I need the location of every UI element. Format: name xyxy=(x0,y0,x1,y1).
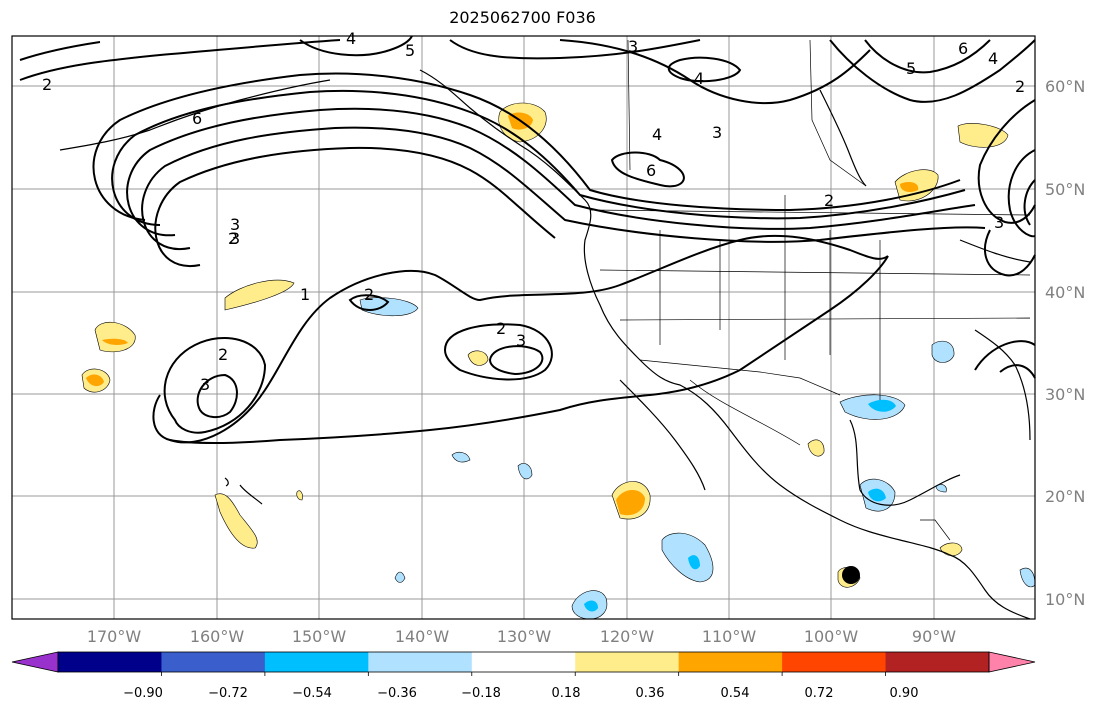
lon-label: 170°W xyxy=(87,627,142,646)
lon-label: 130°W xyxy=(497,627,552,646)
colorbar-tick-label: 0.18 xyxy=(552,686,581,701)
lon-label: 140°W xyxy=(395,627,450,646)
longitude-axis: 170°W 160°W 150°W 140°W 130°W 120°W 110°… xyxy=(87,627,956,646)
contour-label: 3 xyxy=(516,331,526,350)
negative-anomaly-shading xyxy=(359,297,1036,620)
map-title: 2025062700 F036 xyxy=(449,8,596,27)
contour-label: 2 xyxy=(364,285,374,304)
lon-label: 110°W xyxy=(702,627,757,646)
colorbar-segment xyxy=(264,652,369,672)
map-frame xyxy=(11,35,1036,620)
colorbar-segment xyxy=(678,652,783,672)
map-panel: 2 4 5 3 6 4 3 4 6 5 4 2 6 2 3 3 2 3 1 2 … xyxy=(11,29,1036,620)
contour-label: 4 xyxy=(694,69,704,88)
contour-label: 2 xyxy=(228,229,238,248)
lon-label: 160°W xyxy=(190,627,245,646)
contour-label: 2 xyxy=(42,75,52,94)
colorbar-extend-max xyxy=(988,651,1036,673)
lon-label: 90°W xyxy=(912,627,956,646)
colorbar-segment xyxy=(368,652,473,672)
contour-label: 3 xyxy=(994,213,1004,232)
lon-label: 150°W xyxy=(292,627,347,646)
colorbar-tick-label: −0.72 xyxy=(208,686,248,701)
contour-label: 3 xyxy=(200,375,210,394)
colorbar-tick-label: 0.54 xyxy=(721,686,750,701)
colorbar-segment xyxy=(575,652,680,672)
contour-label: 3 xyxy=(712,123,722,142)
contour-label: 4 xyxy=(652,125,662,144)
contour-label: 1 xyxy=(300,285,310,304)
lon-label: 120°W xyxy=(600,627,655,646)
contour-label: 3 xyxy=(628,37,638,56)
storm-center-marker xyxy=(842,566,860,584)
contour-label: 6 xyxy=(958,39,968,58)
colorbar xyxy=(11,651,1036,676)
colorbar-segment xyxy=(161,652,266,672)
colorbar-extend-min xyxy=(11,651,59,673)
lat-label: 10°N xyxy=(1045,590,1085,609)
contour-label: 2 xyxy=(496,319,506,338)
contour-label: 6 xyxy=(646,161,656,180)
contour-label: 3 xyxy=(230,215,240,234)
colorbar-segment xyxy=(885,652,990,672)
latitude-axis: 60°N 50°N 40°N 30°N 20°N 10°N xyxy=(1045,77,1085,609)
lat-label: 20°N xyxy=(1045,487,1085,506)
contour-label: 5 xyxy=(405,41,415,60)
colorbar-tick-label: −0.36 xyxy=(377,686,417,701)
contour-label: 2 xyxy=(218,345,228,364)
lat-label: 40°N xyxy=(1045,283,1085,302)
colorbar-frame xyxy=(57,651,990,673)
colorbar-tick-label: −0.18 xyxy=(461,686,501,701)
lat-label: 30°N xyxy=(1045,385,1085,404)
colorbar-tick-label: 0.90 xyxy=(890,686,919,701)
lat-label: 50°N xyxy=(1045,180,1085,199)
contour-label-group: 2 4 5 3 6 4 3 4 6 5 4 2 6 2 3 3 2 3 1 2 … xyxy=(42,29,1025,394)
contour-label: 4 xyxy=(988,49,998,68)
contour-label: 4 xyxy=(346,29,356,48)
contour-label: 2 xyxy=(1015,77,1025,96)
contour-label: 2 xyxy=(824,191,834,210)
colorbar-ticks: −0.90 −0.72 −0.54 −0.36 −0.18 0.18 0.36 … xyxy=(123,686,918,701)
contour-label: 6 xyxy=(192,109,202,128)
contour-label: 3 xyxy=(230,229,240,248)
colorbar-tick-label: 0.36 xyxy=(636,686,665,701)
colorbar-segment xyxy=(471,652,576,672)
colorbar-tick-label: −0.90 xyxy=(123,686,163,701)
colorbar-segment xyxy=(782,652,887,672)
colorbar-segment xyxy=(58,652,162,672)
contour-label: 5 xyxy=(906,59,916,78)
lon-label: 100°W xyxy=(804,627,859,646)
colorbar-tick-label: −0.54 xyxy=(292,686,332,701)
contour-lines xyxy=(19,35,1036,444)
lat-label: 60°N xyxy=(1045,77,1085,96)
colorbar-tick-label: 0.72 xyxy=(805,686,834,701)
